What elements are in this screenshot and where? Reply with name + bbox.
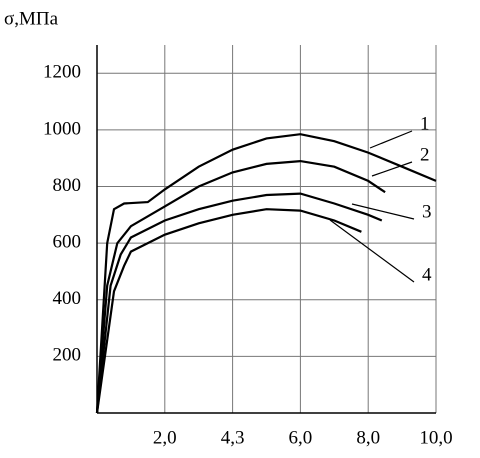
x-tick-label: 4,3 <box>221 427 245 448</box>
curve <box>95 208 362 414</box>
series-label: 3 <box>422 201 432 222</box>
x-tick-label: 2,0 <box>153 427 177 448</box>
leader-line <box>351 203 415 220</box>
series-label: 4 <box>422 264 432 285</box>
leader-line <box>369 130 413 149</box>
leader-line <box>329 219 415 283</box>
series-label: 2 <box>420 144 430 165</box>
y-tick-label: 1000 <box>43 118 81 139</box>
x-tick-label: 6,0 <box>289 427 313 448</box>
curve <box>95 159 386 414</box>
leader-line <box>371 161 413 177</box>
curve <box>95 133 437 414</box>
y-tick-label: 200 <box>53 345 82 366</box>
y-tick-label: 600 <box>53 232 82 253</box>
series-label: 1 <box>420 113 430 134</box>
x-tick-label: 8,0 <box>356 427 380 448</box>
y-tick-label: 400 <box>53 288 82 309</box>
x-tick-label: 10,0 <box>419 427 452 448</box>
y-tick-label: 1200 <box>43 62 81 83</box>
curve <box>95 192 383 414</box>
y-tick-label: 800 <box>53 175 82 196</box>
y-axis-label: σ,МПа <box>4 8 59 29</box>
